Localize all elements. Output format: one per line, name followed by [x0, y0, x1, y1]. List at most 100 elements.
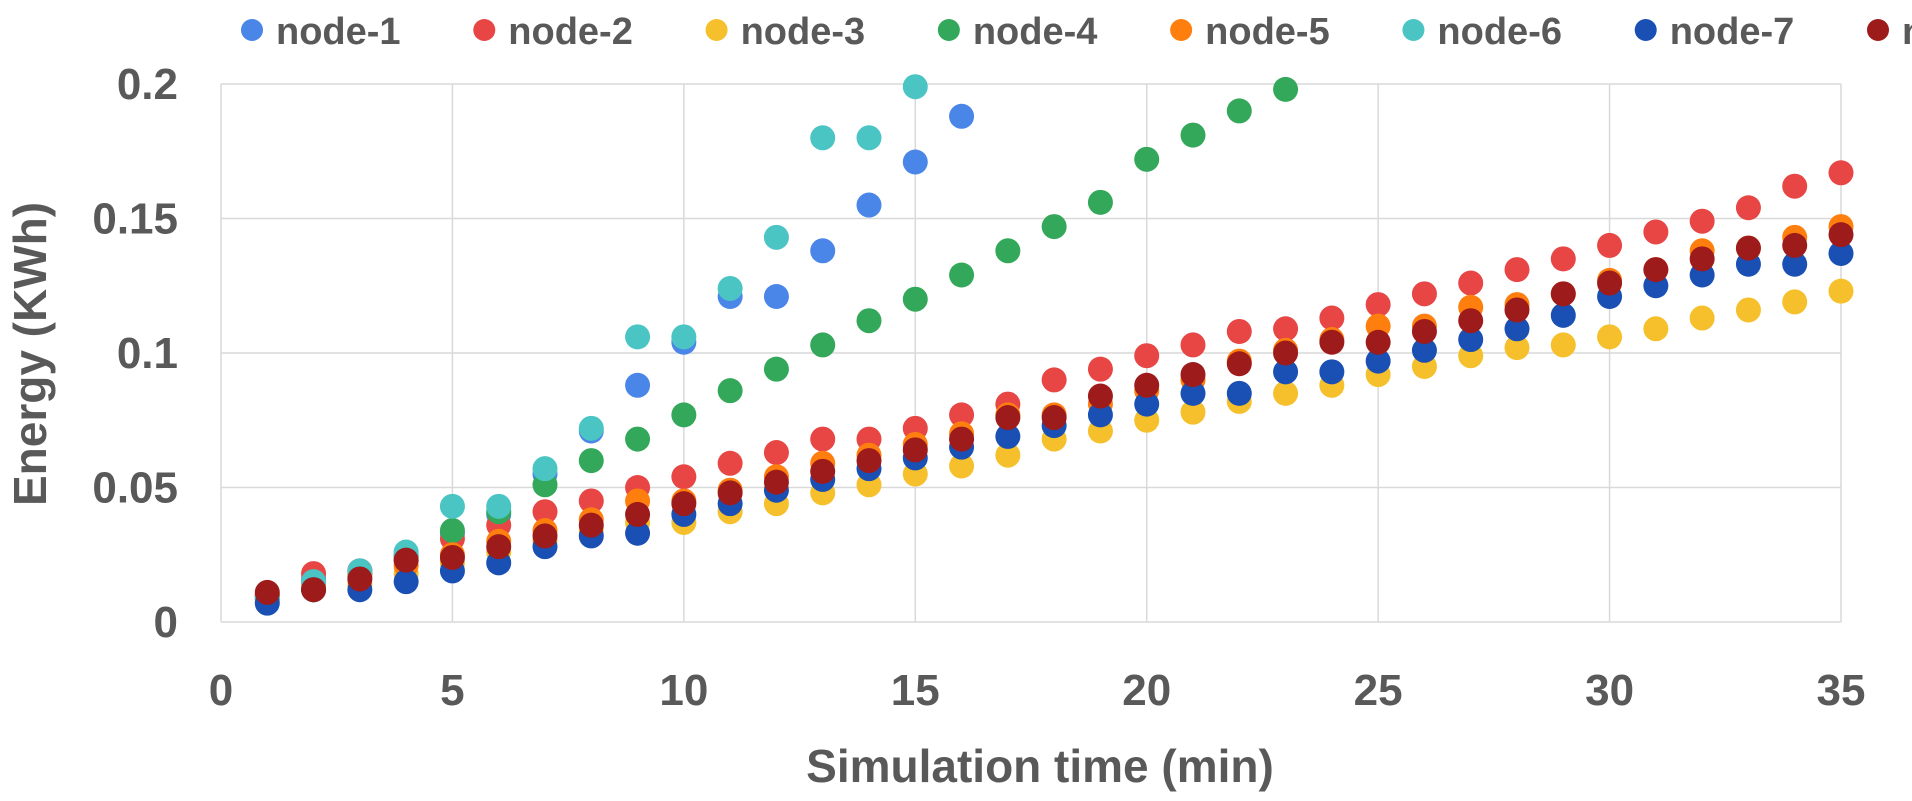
data-point-node-3: [1689, 305, 1715, 331]
data-point-node-7: [1134, 391, 1160, 417]
data-point-node-7: [995, 423, 1021, 449]
data-point-node-4: [578, 448, 604, 474]
data-point-node-7: [393, 569, 419, 595]
data-point-node-6: [625, 324, 651, 350]
data-point-node-3: [1782, 289, 1808, 315]
legend-label: node-8: [1902, 11, 1912, 53]
data-point-node-4: [1087, 189, 1113, 215]
data-point-node-8: [1689, 246, 1715, 272]
data-point-node-6: [578, 415, 604, 441]
data-point-node-2: [1828, 160, 1854, 186]
data-point-node-6: [856, 125, 882, 151]
data-point-node-8: [439, 544, 465, 570]
data-point-node-6: [439, 493, 465, 519]
data-point-node-8: [254, 579, 280, 605]
legend-label: node-4: [973, 11, 1098, 53]
data-point-node-8: [1735, 235, 1761, 261]
data-point-node-2: [1273, 316, 1299, 342]
data-point-node-8: [1365, 329, 1391, 355]
data-point-node-8: [1458, 308, 1484, 334]
data-point-node-2: [1319, 305, 1345, 331]
legend-label: node-5: [1205, 11, 1330, 53]
data-point-node-8: [1411, 318, 1437, 344]
data-point-node-8: [1828, 222, 1854, 248]
legend-item-node-4: node-4: [937, 11, 1098, 53]
data-point-node-4: [810, 332, 836, 358]
data-point-node-6: [717, 275, 743, 301]
legend-label: node-7: [1670, 11, 1795, 53]
data-point-node-1: [625, 372, 651, 398]
data-points: [254, 74, 1854, 616]
x-tick-label: 20: [1122, 666, 1171, 715]
x-tick-label: 10: [659, 666, 708, 715]
data-point-node-2: [810, 426, 836, 452]
data-point-node-8: [1504, 297, 1530, 323]
data-point-node-8: [856, 448, 882, 474]
legend-marker: [241, 19, 263, 41]
data-point-node-2: [1550, 246, 1576, 272]
data-point-node-3: [1504, 335, 1530, 361]
data-point-node-4: [1041, 214, 1067, 240]
data-point-node-2: [1365, 292, 1391, 318]
data-point-node-6: [671, 324, 697, 350]
data-point-node-3: [995, 442, 1021, 468]
x-tick-label: 0: [209, 666, 233, 715]
data-point-node-8: [902, 437, 928, 463]
data-point-node-2: [717, 450, 743, 476]
series-node-1: [254, 103, 975, 611]
y-tick-label: 0.1: [117, 329, 178, 378]
data-point-node-2: [949, 402, 975, 428]
x-tick-label: 25: [1354, 666, 1403, 715]
y-tick-label: 0.05: [92, 464, 178, 513]
data-point-node-8: [810, 458, 836, 484]
legend-label: node-2: [508, 11, 633, 53]
data-point-node-2: [1782, 173, 1808, 199]
data-point-node-8: [1550, 281, 1576, 307]
data-point-node-2: [532, 499, 558, 525]
data-point-node-3: [1180, 399, 1206, 425]
data-point-node-7: [1226, 380, 1252, 406]
data-point-node-1: [949, 103, 975, 129]
data-point-node-8: [393, 547, 419, 573]
legend-item-node-3: node-3: [705, 11, 865, 53]
data-point-node-8: [1597, 270, 1623, 296]
data-point-node-4: [856, 308, 882, 334]
data-point-node-4: [625, 426, 651, 452]
data-point-node-7: [1782, 251, 1808, 277]
data-point-node-8: [1319, 329, 1345, 355]
x-tick-label: 35: [1817, 666, 1866, 715]
data-point-node-1: [763, 284, 789, 310]
data-point-node-4: [1273, 76, 1299, 102]
data-point-node-4: [995, 238, 1021, 264]
legend-item-node-2: node-2: [473, 11, 633, 53]
legend-label: node-1: [276, 11, 401, 53]
y-axis-ticks: 0 0.05 0.1 0.15 0.2: [92, 60, 178, 647]
data-point-node-8: [578, 512, 604, 538]
data-point-node-6: [486, 493, 512, 519]
data-point-node-3: [1828, 278, 1854, 304]
legend-marker: [937, 19, 960, 41]
data-point-node-2: [1041, 367, 1067, 393]
data-point-node-3: [1550, 332, 1576, 358]
data-point-node-3: [1597, 324, 1623, 350]
data-point-node-2: [1504, 257, 1530, 283]
series-node-8: [254, 222, 1854, 605]
data-point-node-6: [810, 125, 836, 151]
data-point-node-4: [1180, 122, 1206, 148]
data-point-node-6: [532, 456, 558, 482]
legend: node-1 node-2 node-3 node-4 node-5 node-6 node…: [241, 11, 1912, 53]
legend-item-node-6: node-6: [1402, 11, 1562, 53]
data-point-node-3: [1273, 380, 1299, 406]
data-point-node-8: [1180, 362, 1206, 388]
data-point-node-8: [1087, 383, 1113, 409]
data-point-node-4: [763, 356, 789, 382]
legend-item-node-5: node-5: [1170, 11, 1330, 53]
data-point-node-8: [486, 534, 512, 560]
data-point-node-6: [902, 74, 928, 100]
x-tick-label: 5: [440, 666, 464, 715]
data-point-node-3: [1643, 316, 1669, 342]
data-point-node-2: [1458, 270, 1484, 296]
legend-marker: [1170, 19, 1193, 41]
data-point-node-2: [1226, 318, 1252, 344]
